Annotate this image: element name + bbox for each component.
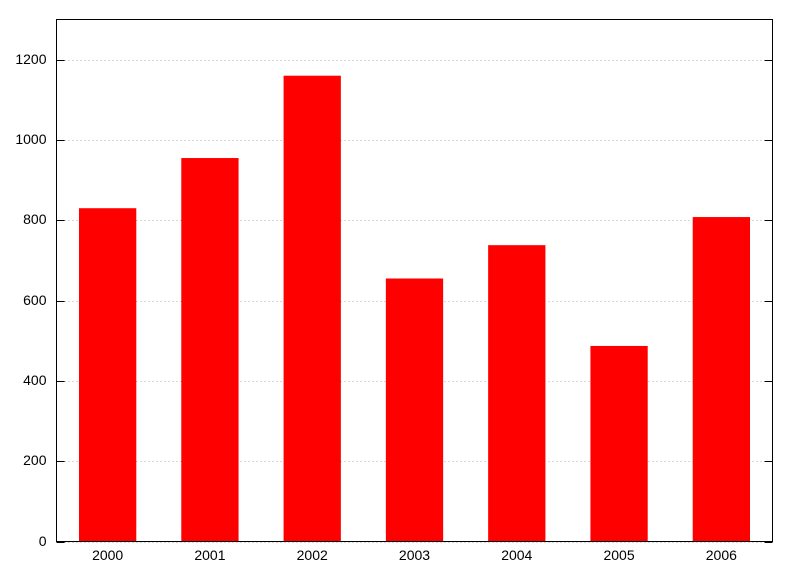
y-tick-label: 800	[23, 211, 47, 227]
bar	[488, 245, 546, 542]
bar	[79, 208, 137, 542]
y-tick-label: 600	[23, 292, 47, 308]
x-tick-label: 2004	[501, 547, 532, 563]
bar	[181, 158, 239, 542]
x-tick-label: 2003	[399, 547, 430, 563]
x-tick-label: 2001	[194, 547, 225, 563]
x-tick-label: 2006	[706, 547, 737, 563]
bar	[692, 217, 750, 542]
bar	[385, 278, 444, 542]
x-tick-label: 2002	[297, 547, 328, 563]
plot-frame	[56, 19, 773, 542]
bar	[283, 75, 341, 542]
y-tick-label: 0	[39, 533, 47, 549]
y-tick-label: 400	[23, 372, 47, 388]
x-tick-label: 2000	[92, 547, 123, 563]
x-tick-label: 2005	[603, 547, 634, 563]
bar	[590, 345, 648, 542]
y-tick-label: 1000	[15, 131, 46, 147]
y-tick-label: 1200	[15, 51, 46, 67]
y-tick-label: 200	[23, 452, 47, 468]
